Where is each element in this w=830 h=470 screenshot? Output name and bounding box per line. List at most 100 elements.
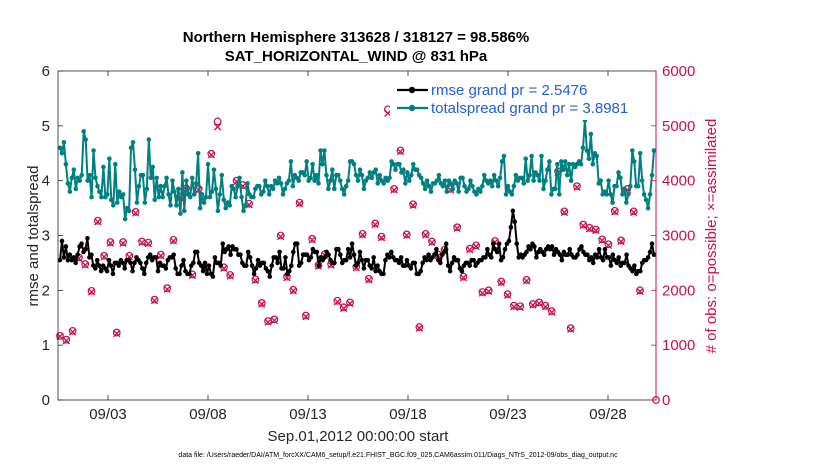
spread-point bbox=[547, 159, 552, 164]
y-axis-left-label: rmse and totalspread bbox=[25, 166, 42, 307]
rmse-point bbox=[398, 255, 404, 260]
rmse-point bbox=[267, 274, 273, 279]
spread-point bbox=[420, 181, 426, 186]
spread-point bbox=[405, 170, 410, 175]
rmse-point bbox=[359, 257, 365, 263]
obs-possible-point bbox=[144, 238, 153, 247]
rmse-point bbox=[173, 266, 178, 271]
x-tick-label: 09/23 bbox=[489, 406, 527, 423]
spread-point bbox=[251, 194, 256, 200]
spread-point bbox=[174, 203, 179, 208]
rmse-point bbox=[155, 268, 161, 274]
rmse-point bbox=[365, 257, 371, 263]
rmse-point bbox=[179, 263, 184, 268]
obs-possible-point bbox=[560, 207, 569, 216]
spread-point bbox=[290, 183, 296, 189]
rmse-point bbox=[171, 252, 177, 257]
spread-point bbox=[324, 172, 329, 178]
rmse-point bbox=[65, 257, 71, 263]
rmse-point bbox=[506, 238, 512, 244]
spread-point bbox=[549, 192, 554, 197]
spread-point bbox=[318, 148, 323, 153]
rmse-point bbox=[98, 268, 104, 274]
spread-point bbox=[328, 178, 333, 183]
spread-point bbox=[503, 192, 509, 197]
spread-point bbox=[282, 186, 288, 192]
obs-possible-point bbox=[56, 331, 64, 340]
obs-possible-point bbox=[591, 225, 600, 234]
spread-point bbox=[355, 178, 361, 183]
spread-point bbox=[649, 172, 655, 178]
spread-point bbox=[456, 189, 461, 194]
rmse-point bbox=[645, 255, 651, 260]
obs-possible-point bbox=[566, 324, 575, 333]
spread-point bbox=[454, 181, 459, 186]
rmse-point bbox=[191, 260, 196, 266]
spread-point bbox=[110, 203, 116, 208]
obs-possible-point bbox=[100, 251, 109, 260]
obs-assimilated-point bbox=[365, 276, 373, 284]
obs-possible-point bbox=[409, 200, 417, 209]
obs-assimilated-point bbox=[585, 225, 594, 233]
y-axis-right-label: # of obs: o=possible; ×=assimilated bbox=[703, 119, 720, 354]
spread-point bbox=[462, 183, 467, 189]
x-tick-label: 09/03 bbox=[89, 406, 127, 423]
spread-point bbox=[280, 192, 286, 197]
obs-assimilated-point bbox=[251, 276, 260, 285]
rmse-point bbox=[447, 268, 453, 274]
spread-point bbox=[172, 189, 177, 194]
spread-point bbox=[450, 186, 456, 192]
spread-point bbox=[410, 161, 416, 167]
legend-spread-label: totalspread grand pr = 3.8981 bbox=[431, 100, 628, 117]
obs-assimilated-point bbox=[333, 298, 342, 306]
rmse-point bbox=[147, 252, 153, 257]
spread-point bbox=[274, 181, 280, 186]
legend-box bbox=[390, 78, 654, 120]
spread-point bbox=[499, 159, 505, 164]
spread-point bbox=[134, 200, 140, 205]
rmse-point bbox=[122, 266, 127, 271]
rmse-point bbox=[351, 252, 357, 257]
rmse-point bbox=[455, 257, 461, 263]
obs-assimilated-point bbox=[169, 237, 178, 245]
rmse-point bbox=[181, 257, 186, 263]
spread-point bbox=[375, 181, 381, 186]
rmse-point bbox=[138, 260, 143, 266]
spread-point bbox=[639, 178, 645, 183]
obs-assimilated-point bbox=[522, 277, 531, 285]
rmse-point bbox=[420, 260, 425, 266]
rmse-point bbox=[404, 257, 410, 263]
rmse-point bbox=[67, 252, 73, 257]
rmse-point bbox=[471, 257, 476, 263]
rmse-point bbox=[434, 246, 439, 252]
obs-assimilated-point bbox=[302, 312, 310, 321]
spread-point bbox=[637, 150, 643, 156]
rmse-point bbox=[622, 260, 627, 266]
spread-point bbox=[107, 156, 112, 162]
obs-assimilated-point bbox=[150, 297, 159, 305]
spread-point bbox=[369, 175, 375, 181]
obs-possible-point bbox=[301, 311, 310, 320]
spread-point bbox=[588, 131, 594, 137]
y-left-tick-label: 1 bbox=[42, 337, 50, 354]
obs-possible-point bbox=[579, 220, 588, 229]
spread-point bbox=[114, 200, 120, 205]
spread-point bbox=[535, 172, 540, 178]
rmse-point bbox=[438, 260, 443, 266]
spread-point bbox=[598, 178, 604, 183]
spread-point bbox=[266, 192, 272, 197]
spread-point bbox=[566, 161, 572, 167]
rmse-point bbox=[608, 263, 614, 268]
spread-point bbox=[531, 178, 536, 183]
rmse-point bbox=[632, 263, 637, 268]
spread-point bbox=[553, 186, 558, 192]
obs-possible-point bbox=[371, 219, 380, 228]
spread-point bbox=[160, 194, 165, 200]
rmse-point bbox=[449, 260, 455, 266]
obs-assimilated-point bbox=[459, 274, 468, 282]
plot-area bbox=[58, 71, 656, 400]
rmse-point bbox=[610, 252, 616, 257]
obs-assimilated-point bbox=[428, 238, 436, 247]
spread-point bbox=[481, 172, 487, 178]
rmse-point bbox=[141, 271, 147, 277]
